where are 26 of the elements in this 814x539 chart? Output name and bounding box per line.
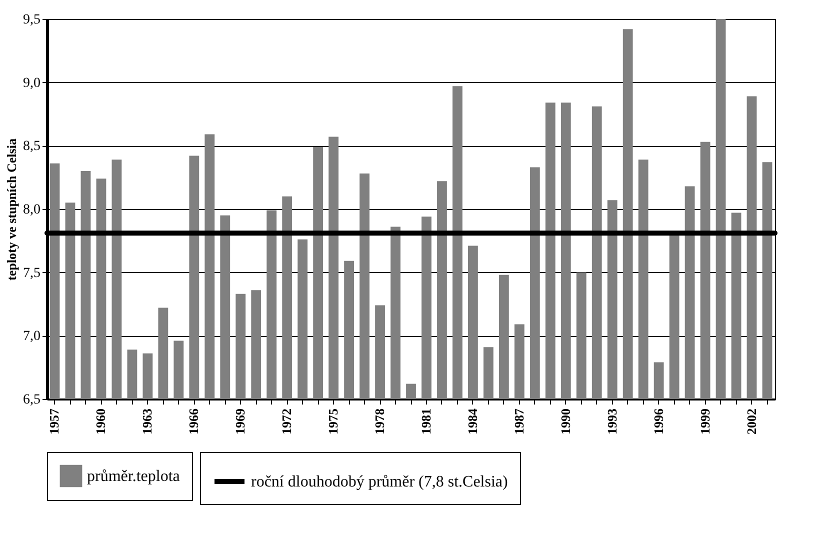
x-tick-label: 2002: [744, 408, 759, 434]
legend-label: roční dlouhodobý průměr (7,8 st.Celsia): [251, 474, 508, 490]
y-tick-label: 9,0: [23, 76, 40, 91]
x-tick-label: 1972: [279, 408, 294, 434]
y-tick-label: 6,5: [23, 392, 40, 408]
y-axis-title: teploty ve stupních Celsia: [4, 138, 19, 280]
x-tick-label: 1960: [93, 408, 108, 434]
y-tick-label: 7,0: [23, 329, 40, 344]
x-tick-label: 1978: [372, 408, 388, 434]
y-tick-label: 7,5: [23, 266, 40, 281]
x-tick-label: 1987: [511, 408, 526, 434]
x-tick-label: 1984: [464, 408, 480, 434]
x-tick-label: 1975: [326, 408, 341, 434]
x-tick-label: 1963: [140, 408, 155, 434]
x-tick-label: 1981: [418, 408, 434, 434]
x-tick-label: 1993: [604, 408, 620, 434]
legend-label: průměr.teplota: [87, 468, 180, 485]
x-tick-label: 1999: [697, 408, 712, 434]
x-tick-label: 1996: [650, 408, 666, 434]
y-tick-label: 9,5: [23, 12, 40, 28]
y-tick-label: 8,0: [23, 202, 40, 218]
x-tick-label: 1969: [232, 408, 248, 434]
y-tick-label: 8,5: [23, 139, 40, 154]
x-tick-label: 1966: [186, 408, 202, 434]
x-tick-label: 1990: [558, 408, 573, 434]
x-tick-label: 1957: [46, 408, 62, 434]
